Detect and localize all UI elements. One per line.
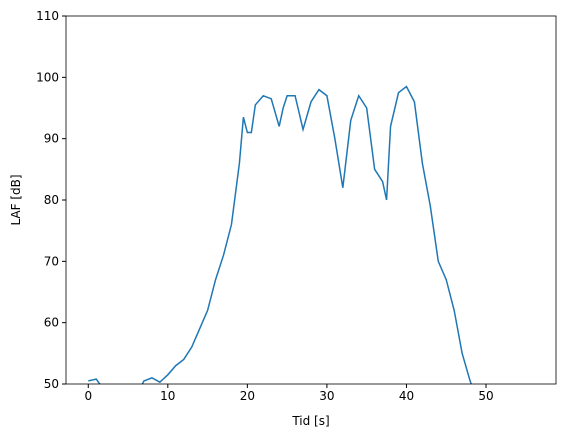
x-tick-label: 40 [399, 389, 414, 403]
y-tick-label: 110 [36, 9, 59, 23]
x-tick-label: 30 [319, 389, 334, 403]
y-tick-label: 80 [44, 193, 59, 207]
x-tick-label: 0 [84, 389, 92, 403]
x-tick-label: 10 [160, 389, 175, 403]
y-tick-label: 60 [44, 316, 59, 330]
x-axis-label: Tid [s] [291, 414, 329, 428]
x-tick-label: 20 [240, 389, 255, 403]
y-tick-label: 100 [36, 70, 59, 84]
y-axis-label: LAF [dB] [9, 174, 23, 225]
y-tick-label: 50 [44, 377, 59, 391]
x-tick-label: 50 [478, 389, 493, 403]
y-tick-label: 70 [44, 254, 59, 268]
plot-frame [65, 15, 557, 385]
y-tick-label: 90 [44, 132, 59, 146]
data-line [88, 85, 473, 384]
